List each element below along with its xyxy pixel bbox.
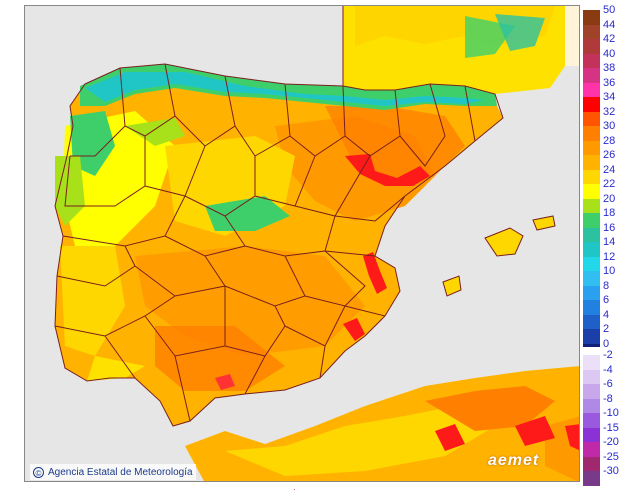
legend-label: -4 [603, 363, 613, 376]
legend-swatch [583, 198, 600, 214]
legend-label: -15 [603, 421, 619, 434]
legend-label: 44 [603, 18, 616, 31]
legend-label: -8 [603, 392, 613, 405]
legend-label: -20 [603, 436, 619, 448]
legend-swatch [583, 300, 600, 315]
legend-swatch [583, 369, 600, 385]
legend-label: -2 [603, 349, 613, 361]
legend-label: 6 [603, 294, 610, 306]
copyright-icon: © [33, 466, 44, 478]
legend-swatch [583, 169, 600, 185]
legend-swatch [583, 427, 600, 443]
temperature-legend: 50 44 42 40 38 36 34 32 30 28 26 24 22 20 18 16 14 12 10 8 6… [583, 4, 630, 486]
legend-label: 14 [603, 236, 616, 248]
legend-swatch [583, 111, 600, 127]
legend-swatch [583, 413, 600, 428]
legend-swatch [583, 10, 600, 25]
balearic-menorca [533, 216, 555, 230]
legend-label: -25 [603, 450, 619, 463]
legend-label: 22 [603, 178, 616, 190]
legend-swatch [583, 155, 600, 170]
legend-label: 12 [603, 250, 616, 263]
legend-swatch [583, 285, 600, 301]
legend-swatch [583, 456, 600, 472]
temperature-map [24, 5, 580, 482]
legend-label: 16 [603, 221, 616, 234]
legend-swatch [583, 384, 600, 399]
legend-label: 20 [603, 192, 616, 205]
legend-label: -6 [603, 378, 613, 390]
legend-swatch [583, 39, 600, 54]
balearic-ibiza [443, 276, 461, 296]
legend-swatch [583, 471, 600, 486]
legend-label: 50 [603, 4, 616, 16]
legend-label: 0 [603, 337, 610, 350]
legend-label: 18 [603, 207, 616, 219]
legend-label: 4 [603, 308, 610, 321]
legend-swatch [583, 227, 600, 243]
legend-swatch [583, 398, 600, 414]
legend-label: 10 [603, 265, 616, 277]
legend-swatch [583, 442, 600, 457]
legend-swatch [583, 355, 600, 370]
bottom-mark: · [293, 485, 296, 494]
legend-swatch [583, 242, 600, 257]
legend-swatch [583, 53, 600, 69]
legend-swatch [583, 314, 600, 330]
agency-credit-text: Agencia Estatal de Meteorología [48, 466, 193, 478]
legend-gap [583, 347, 600, 355]
legend-swatch [583, 97, 600, 112]
map-canvas [25, 6, 579, 481]
legend-label: 36 [603, 76, 616, 89]
legend-label: 2 [603, 323, 610, 335]
legend-swatch [583, 140, 600, 156]
legend-swatch [583, 271, 600, 286]
legend-label: 34 [603, 91, 616, 103]
legend-label: 40 [603, 47, 616, 60]
legend-swatch [583, 184, 600, 199]
aemet-logo: aemet [488, 452, 540, 469]
legend-swatch [583, 256, 600, 272]
legend-swatch [583, 68, 600, 83]
legend-label: -30 [603, 465, 619, 477]
legend-swatch [583, 329, 600, 344]
balearic-mallorca [485, 228, 523, 256]
legend-label: 24 [603, 163, 616, 176]
legend-label: 26 [603, 149, 616, 161]
legend-label: 28 [603, 134, 616, 147]
legend-label: 32 [603, 105, 616, 118]
legend-label: 42 [603, 33, 616, 45]
legend-swatch [583, 82, 600, 98]
legend-swatch [583, 213, 600, 228]
agency-credit: © Agencia Estatal de Meteorología [30, 464, 196, 480]
legend-label: 30 [603, 120, 616, 132]
legend-label: 38 [603, 62, 616, 74]
legend-swatch [583, 24, 600, 40]
province-borders [54, 6, 504, 427]
legend-label: -10 [603, 407, 619, 419]
legend-swatch [583, 126, 600, 141]
legend-label: 8 [603, 279, 610, 292]
